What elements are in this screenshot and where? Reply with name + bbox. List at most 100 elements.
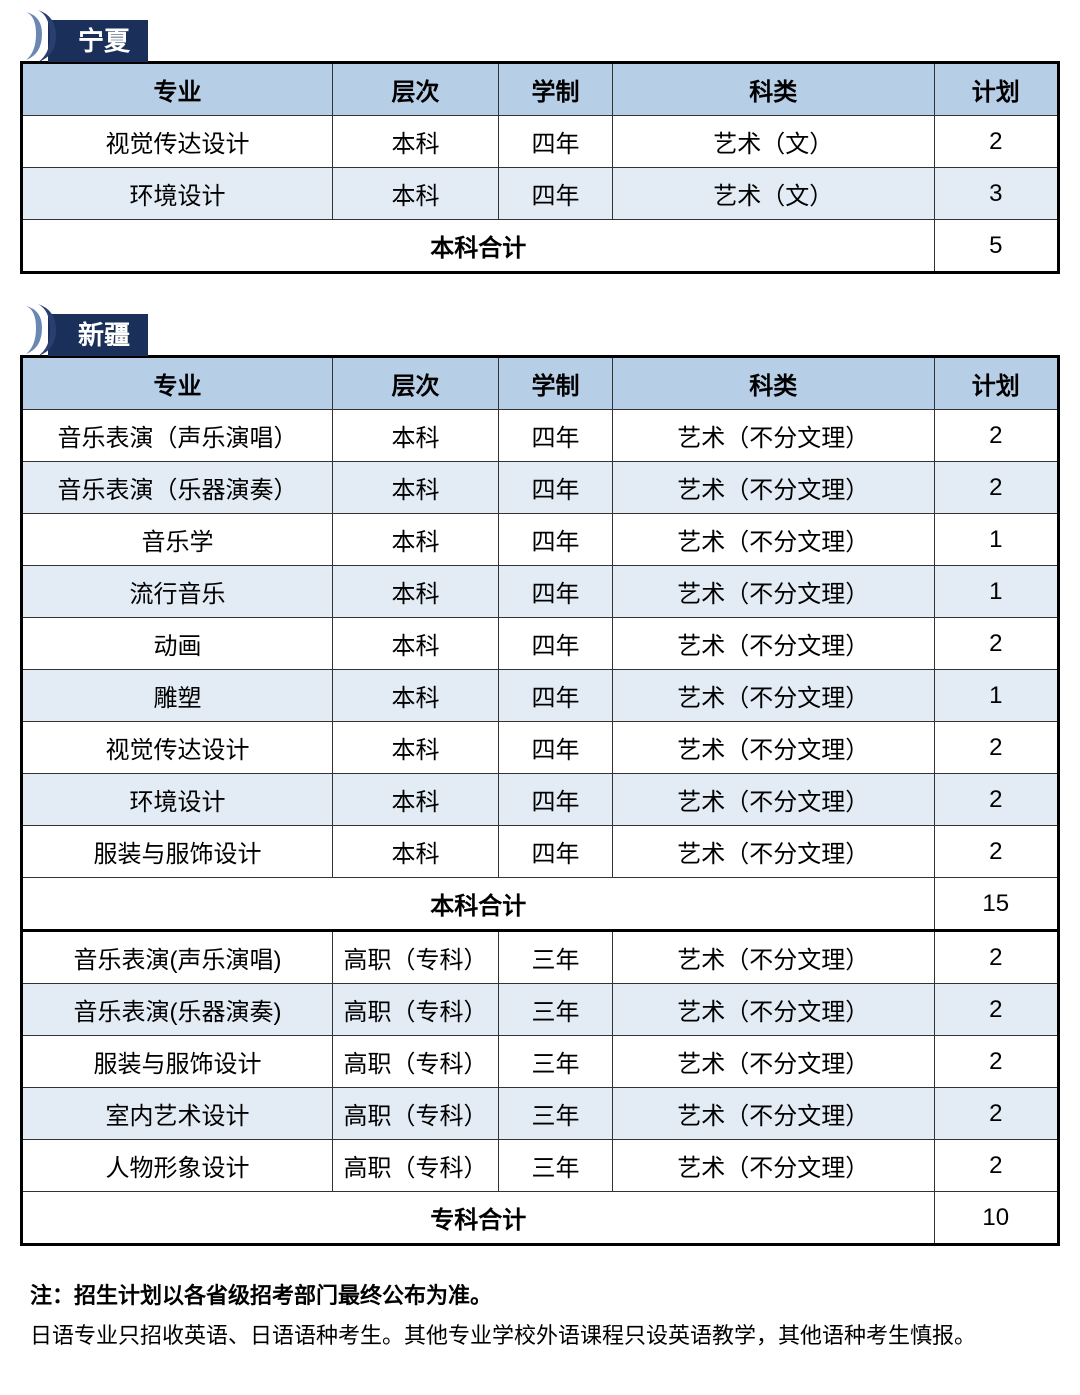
column-header: 学制 [499,63,613,116]
table-cell: 艺术（不分文理） [613,1140,934,1192]
table-cell: 2 [934,984,1058,1036]
table-cell: 环境设计 [22,168,333,220]
table-cell: 2 [934,1140,1058,1192]
table-cell: 本科 [333,566,499,618]
table-cell: 艺术（不分文理） [613,566,934,618]
table-cell: 人物形象设计 [22,1140,333,1192]
subtotal-value: 15 [934,878,1058,931]
section-1: 新疆专业层次学制科类计划音乐表演（声乐演唱）本科四年艺术（不分文理）2音乐表演（… [20,304,1060,1246]
table-row: 流行音乐本科四年艺术（不分文理）1 [22,566,1059,618]
table-cell: 艺术（不分文理） [613,618,934,670]
table-cell: 高职（专科） [333,1140,499,1192]
table-cell: 艺术（不分文理） [613,826,934,878]
column-header: 专业 [22,63,333,116]
plan-table: 专业层次学制科类计划视觉传达设计本科四年艺术（文）2环境设计本科四年艺术（文）3… [20,61,1060,274]
table-row: 动画本科四年艺术（不分文理）2 [22,618,1059,670]
table-cell: 动画 [22,618,333,670]
table-cell: 1 [934,670,1058,722]
table-cell: 三年 [499,984,613,1036]
table-cell: 本科 [333,168,499,220]
table-cell: 四年 [499,116,613,168]
table-cell: 本科 [333,670,499,722]
table-cell: 2 [934,826,1058,878]
table-cell: 音乐表演(声乐演唱) [22,931,333,984]
table-cell: 本科 [333,514,499,566]
table-cell: 四年 [499,462,613,514]
table-cell: 本科 [333,116,499,168]
ribbon-icon [20,10,62,62]
table-cell: 三年 [499,1140,613,1192]
table-row: 环境设计本科四年艺术（不分文理）2 [22,774,1059,826]
table-row: 音乐表演（声乐演唱）本科四年艺术（不分文理）2 [22,410,1059,462]
table-cell: 艺术（不分文理） [613,984,934,1036]
table-cell: 2 [934,1036,1058,1088]
subtotal-row: 本科合计5 [22,220,1059,273]
table-cell: 本科 [333,722,499,774]
table-cell: 音乐表演（乐器演奏） [22,462,333,514]
table-cell: 雕塑 [22,670,333,722]
subtotal-value: 10 [934,1192,1058,1245]
table-cell: 2 [934,931,1058,984]
table-cell: 艺术（不分文理） [613,462,934,514]
table-cell: 服装与服饰设计 [22,1036,333,1088]
plan-table: 专业层次学制科类计划音乐表演（声乐演唱）本科四年艺术（不分文理）2音乐表演（乐器… [20,355,1060,1246]
table-cell: 艺术（不分文理） [613,514,934,566]
section-tab: 宁夏 [20,10,1060,62]
table-cell: 本科 [333,618,499,670]
ribbon-icon [20,304,62,356]
table-cell: 2 [934,1088,1058,1140]
column-header: 专业 [22,357,333,410]
table-row: 服装与服饰设计高职（专科）三年艺术（不分文理）2 [22,1036,1059,1088]
table-cell: 环境设计 [22,774,333,826]
table-row: 音乐表演(声乐演唱)高职（专科）三年艺术（不分文理）2 [22,931,1059,984]
table-cell: 音乐表演(乐器演奏) [22,984,333,1036]
table-cell: 1 [934,514,1058,566]
table-cell: 服装与服饰设计 [22,826,333,878]
column-header: 计划 [934,63,1058,116]
table-cell: 视觉传达设计 [22,116,333,168]
table-cell: 艺术（不分文理） [613,1088,934,1140]
table-row: 室内艺术设计高职（专科）三年艺术（不分文理）2 [22,1088,1059,1140]
table-cell: 本科 [333,774,499,826]
table-cell: 流行音乐 [22,566,333,618]
table-cell: 四年 [499,514,613,566]
table-cell: 高职（专科） [333,1088,499,1140]
table-cell: 艺术（文） [613,168,934,220]
footer-line-1: 注：招生计划以各省级招考部门最终公布为准。 [30,1276,1050,1316]
table-row: 人物形象设计高职（专科）三年艺术（不分文理）2 [22,1140,1059,1192]
table-row: 音乐表演(乐器演奏)高职（专科）三年艺术（不分文理）2 [22,984,1059,1036]
table-cell: 2 [934,116,1058,168]
footer-line-2: 日语专业只招收英语、日语语种考生。其他专业学校外语课程只设英语教学，其他语种考生… [30,1316,1050,1356]
subtotal-row: 专科合计10 [22,1192,1059,1245]
column-header: 科类 [613,63,934,116]
subtotal-label: 本科合计 [22,220,935,273]
table-cell: 艺术（不分文理） [613,1036,934,1088]
table-cell: 高职（专科） [333,1036,499,1088]
table-cell: 2 [934,410,1058,462]
table-cell: 视觉传达设计 [22,722,333,774]
subtotal-label: 本科合计 [22,878,935,931]
section-title: 宁夏 [48,20,148,62]
table-cell: 三年 [499,1036,613,1088]
table-cell: 3 [934,168,1058,220]
table-cell: 高职（专科） [333,984,499,1036]
table-row: 雕塑本科四年艺术（不分文理）1 [22,670,1059,722]
table-cell: 四年 [499,566,613,618]
section-tab: 新疆 [20,304,1060,356]
table-cell: 四年 [499,774,613,826]
column-header: 计划 [934,357,1058,410]
section-0: 宁夏专业层次学制科类计划视觉传达设计本科四年艺术（文）2环境设计本科四年艺术（文… [20,10,1060,274]
table-row: 音乐表演（乐器演奏）本科四年艺术（不分文理）2 [22,462,1059,514]
column-header: 学制 [499,357,613,410]
table-cell: 2 [934,462,1058,514]
table-cell: 三年 [499,1088,613,1140]
table-cell: 本科 [333,410,499,462]
table-cell: 四年 [499,722,613,774]
table-cell: 四年 [499,826,613,878]
column-header: 层次 [333,63,499,116]
table-cell: 2 [934,722,1058,774]
table-cell: 2 [934,618,1058,670]
table-cell: 艺术（不分文理） [613,931,934,984]
table-cell: 1 [934,566,1058,618]
table-cell: 室内艺术设计 [22,1088,333,1140]
